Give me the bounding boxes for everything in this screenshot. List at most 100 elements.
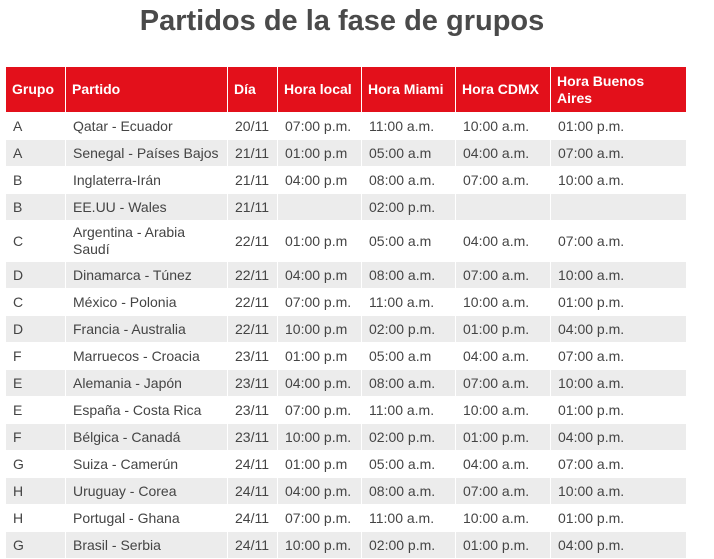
table-row: G Suiza - Camerún 24/11 01:00 p.m 05:00 a.m.… <box>5 450 687 478</box>
table-cell: 11:00 a.m. <box>361 112 456 140</box>
table-cell: EE.UU - Wales <box>65 193 228 221</box>
table-cell: 04:00 a.m. <box>455 450 551 478</box>
table-cell: 23/11 <box>227 369 278 397</box>
table-cell: 05:00 a.m <box>361 342 456 370</box>
table-cell: Brasil - Serbia <box>65 531 228 559</box>
table-body: A Qatar - Ecuador 20/11 07:00 p.m. 11:00 a.m… <box>5 112 687 559</box>
table-cell: 10:00 a.m. <box>455 112 551 140</box>
table-cell: 01:00 p.m <box>277 220 362 262</box>
table-cell: 01:00 p.m <box>277 139 362 167</box>
table-row: H Uruguay - Corea 24/11 04:00 p.m. 08:00 a.m… <box>5 477 687 505</box>
table-cell: 04:00 p.m. <box>550 315 687 343</box>
table-cell: C <box>5 220 66 262</box>
table-cell: 04:00 a.m. <box>455 220 551 262</box>
table-cell: 07:00 p.m. <box>277 396 362 424</box>
table-cell: Alemania - Japón <box>65 369 228 397</box>
table-cell: 10:00 a.m. <box>455 504 551 532</box>
table-cell: 04:00 p.m <box>277 261 362 289</box>
table-cell: 24/11 <box>227 477 278 505</box>
table-cell: 05:00 a.m <box>361 220 456 262</box>
table-cell: Argentina - Arabia Saudí <box>65 220 228 262</box>
table-cell: E <box>5 369 66 397</box>
table-cell: 04:00 a.m. <box>455 139 551 167</box>
table-cell: A <box>5 112 66 140</box>
table-cell: E <box>5 396 66 424</box>
table-row: A Senegal - Países Bajos 21/11 01:00 p.m 05:… <box>5 139 687 167</box>
table-cell: 01:00 p.m <box>277 342 362 370</box>
table-cell: Bélgica - Canadá <box>65 423 228 451</box>
table-cell: 01:00 p.m. <box>455 531 551 559</box>
table-cell: 22/11 <box>227 261 278 289</box>
schedule-table: Grupo Partido Día Hora local Hora Miami Hora … <box>5 66 687 559</box>
table-cell: Dinamarca - Túnez <box>65 261 228 289</box>
table-cell: Uruguay - Corea <box>65 477 228 505</box>
table-cell: 04:00 p.m. <box>550 423 687 451</box>
table-cell: G <box>5 450 66 478</box>
table-cell: 10:00 p.m <box>277 315 362 343</box>
table-cell: España - Costa Rica <box>65 396 228 424</box>
table-cell: 01:00 p.m. <box>550 288 687 316</box>
table-cell: 11:00 a.m. <box>361 504 456 532</box>
table-cell: 24/11 <box>227 504 278 532</box>
table-cell: 21/11 <box>227 193 278 221</box>
page-title: Partidos de la fase de grupos <box>139 5 545 37</box>
table-cell: 10:00 a.m. <box>550 166 687 194</box>
table-cell: 22/11 <box>227 288 278 316</box>
table-cell: 22/11 <box>227 315 278 343</box>
table-cell: 01:00 p.m. <box>455 423 551 451</box>
column-header: Partido <box>65 66 228 113</box>
table-cell: D <box>5 261 66 289</box>
table-cell: 04:00 a.m. <box>455 342 551 370</box>
table-cell: 11:00 a.m. <box>361 288 456 316</box>
column-header: Hora CDMX <box>455 66 551 113</box>
table-row: D Dinamarca - Túnez 22/11 04:00 p.m 08:00 a.… <box>5 261 687 289</box>
empty-cell <box>277 193 362 221</box>
table-cell: 07:00 a.m. <box>550 139 687 167</box>
table-cell: 10:00 a.m. <box>455 396 551 424</box>
table-cell: B <box>5 193 66 221</box>
table-cell: Francia - Australia <box>65 315 228 343</box>
table-cell: 10:00 p.m. <box>277 531 362 559</box>
table-cell: 08:00 a.m. <box>361 477 456 505</box>
table-cell: A <box>5 139 66 167</box>
column-header: Hora Buenos Aires <box>550 66 687 113</box>
table-row: D Francia - Australia 22/11 10:00 p.m 02:00 … <box>5 315 687 343</box>
column-header: Hora local <box>277 66 362 113</box>
table-cell: C <box>5 288 66 316</box>
table-cell: 08:00 a.m. <box>361 369 456 397</box>
table-cell: 07:00 p.m. <box>277 504 362 532</box>
empty-cell <box>550 193 687 221</box>
empty-cell <box>455 193 551 221</box>
table-cell: 22/11 <box>227 220 278 262</box>
table-cell: Inglaterra-Irán <box>65 166 228 194</box>
table-cell: 07:00 a.m. <box>455 369 551 397</box>
table-cell: H <box>5 477 66 505</box>
table-cell: 07:00 a.m. <box>550 342 687 370</box>
table-cell: 01:00 p.m <box>277 450 362 478</box>
table-cell: F <box>5 423 66 451</box>
table-cell: G <box>5 531 66 559</box>
table-cell: 21/11 <box>227 139 278 167</box>
table-cell: Qatar - Ecuador <box>65 112 228 140</box>
table-cell: 01:00 p.m. <box>550 112 687 140</box>
table-cell: 04:00 p.m. <box>277 369 362 397</box>
table-row: C Argentina - Arabia Saudí 22/11 01:00 p.m 0… <box>5 220 687 262</box>
table-cell: 24/11 <box>227 450 278 478</box>
table-row: A Qatar - Ecuador 20/11 07:00 p.m. 11:00 a.m… <box>5 112 687 140</box>
table-cell: Senegal - Países Bajos <box>65 139 228 167</box>
table-cell: H <box>5 504 66 532</box>
table-row: G Brasil - Serbia 24/11 10:00 p.m. 02:00 p.m… <box>5 531 687 559</box>
table-cell: México - Polonia <box>65 288 228 316</box>
table-cell: 10:00 a.m. <box>550 477 687 505</box>
table-row: E Alemania - Japón 23/11 04:00 p.m. 08:00 a.… <box>5 369 687 397</box>
table-cell: 04:00 p.m. <box>550 531 687 559</box>
table-cell: 07:00 a.m. <box>455 477 551 505</box>
table-cell: B <box>5 166 66 194</box>
column-header: Grupo <box>5 66 66 113</box>
table-cell: 01:00 p.m. <box>550 504 687 532</box>
table-cell: 02:00 p.m. <box>361 423 456 451</box>
table-row: B Inglaterra-Irán 21/11 04:00 p.m 08:00 a.m.… <box>5 166 687 194</box>
table-cell: Marruecos - Croacia <box>65 342 228 370</box>
header-row: Grupo Partido Día Hora local Hora Miami Hora … <box>5 66 687 113</box>
